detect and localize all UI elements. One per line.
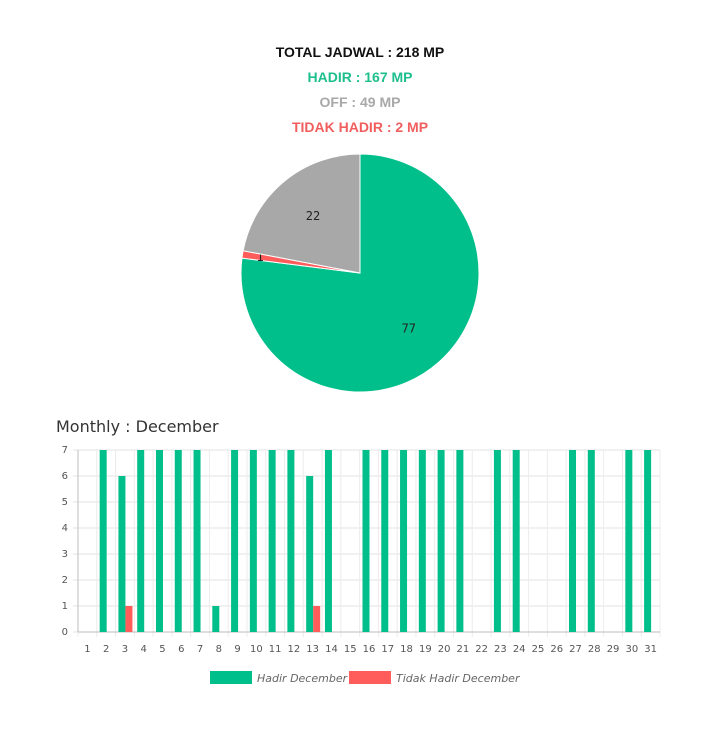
bar-hadir-4 (137, 450, 145, 632)
x-tick-label: 1 (84, 644, 90, 655)
x-tick-label: 19 (419, 644, 432, 655)
y-tick-label: 6 (62, 471, 68, 482)
x-tick-label: 17 (381, 644, 394, 655)
x-tick-label: 8 (216, 644, 222, 655)
x-tick-label: 21 (457, 644, 470, 655)
x-tick-label: 6 (178, 644, 184, 655)
bar-hadir-14 (324, 450, 332, 632)
x-tick-label: 9 (234, 644, 240, 655)
bar-hadir-5 (155, 450, 163, 632)
x-tick-label: 2 (103, 644, 109, 655)
y-tick-label: 4 (62, 523, 68, 534)
x-tick-label: 25 (532, 644, 545, 655)
x-tick-label: 27 (569, 644, 582, 655)
bar-hadir-23 (493, 450, 501, 632)
x-tick-label: 7 (197, 644, 203, 655)
attendance-pie-chart: 77 1 22 (240, 153, 480, 393)
off-text: OFF : 49 MP (319, 94, 401, 110)
pie-slice-label-2: 22 (306, 209, 320, 223)
legend-label-0[interactable]: Hadir December (257, 672, 349, 685)
bar-hadir-17 (381, 450, 389, 632)
x-tick-label: 20 (438, 644, 451, 655)
bar-hadir-20 (437, 450, 445, 632)
monthly-chart-title: Monthly : December (56, 417, 219, 436)
summary-block: TOTAL JADWAL : 218 MP HADIR : 167 MP OFF… (0, 42, 720, 142)
legend-swatch-1[interactable] (349, 671, 391, 684)
x-tick-label: 14 (325, 644, 338, 655)
total-jadwal-text: TOTAL JADWAL : 218 MP (275, 44, 445, 60)
pie-slice-label-0: 77 (402, 321, 416, 335)
bar-hadir-8 (212, 606, 220, 632)
x-tick-label: 29 (607, 644, 620, 655)
bar-hadir-24 (512, 450, 520, 632)
x-tick-label: 30 (625, 644, 638, 655)
hadir-text: HADIR : 167 MP (307, 69, 413, 85)
y-tick-label: 3 (62, 549, 68, 560)
x-tick-label: 28 (588, 644, 601, 655)
bar-hadir-21 (456, 450, 464, 632)
x-tick-label: 5 (159, 644, 165, 655)
x-tick-label: 23 (494, 644, 507, 655)
x-tick-label: 26 (550, 644, 563, 655)
bar-hadir-13 (306, 476, 314, 632)
x-tick-label: 22 (475, 644, 488, 655)
bar-hadir-6 (174, 450, 182, 632)
y-tick-label: 5 (62, 497, 68, 508)
bar-hadir-7 (193, 450, 201, 632)
y-tick-label: 1 (62, 601, 68, 612)
bar-hadir-3 (118, 476, 126, 632)
bar-hadir-30 (625, 450, 633, 632)
legend-label-1[interactable]: Tidak Hadir December (396, 672, 521, 685)
legend-swatch-0[interactable] (210, 671, 252, 684)
bar-hadir-31 (644, 450, 652, 632)
x-tick-label: 4 (141, 644, 147, 655)
y-tick-label: 2 (62, 575, 68, 586)
bar-hadir-28 (587, 450, 595, 632)
bar-hadir-10 (249, 450, 257, 632)
bar-hadir-11 (268, 450, 276, 632)
bar-hadir-18 (400, 450, 408, 632)
x-tick-label: 10 (250, 644, 263, 655)
bar-tidak-hadir-13 (313, 606, 321, 632)
x-tick-label: 31 (644, 644, 657, 655)
bar-hadir-19 (418, 450, 426, 632)
x-tick-label: 3 (122, 644, 128, 655)
y-tick-label: 0 (62, 627, 68, 638)
y-tick-label: 7 (62, 445, 68, 456)
bar-hadir-2 (99, 450, 107, 632)
x-tick-label: 11 (269, 644, 282, 655)
pie-slice-2 (242, 153, 361, 274)
x-tick-label: 18 (400, 644, 413, 655)
tidak-hadir-text: TIDAK HADIR : 2 MP (291, 119, 429, 135)
bar-hadir-16 (362, 450, 370, 632)
pie-slice-label-1: 1 (256, 250, 263, 264)
x-tick-label: 15 (344, 644, 357, 655)
x-tick-label: 12 (288, 644, 301, 655)
bar-hadir-12 (287, 450, 295, 632)
x-tick-label: 24 (513, 644, 526, 655)
x-tick-label: 16 (363, 644, 376, 655)
bar-tidak-hadir-3 (125, 606, 133, 632)
x-tick-label: 13 (306, 644, 319, 655)
bar-hadir-27 (569, 450, 577, 632)
bar-hadir-9 (231, 450, 239, 632)
